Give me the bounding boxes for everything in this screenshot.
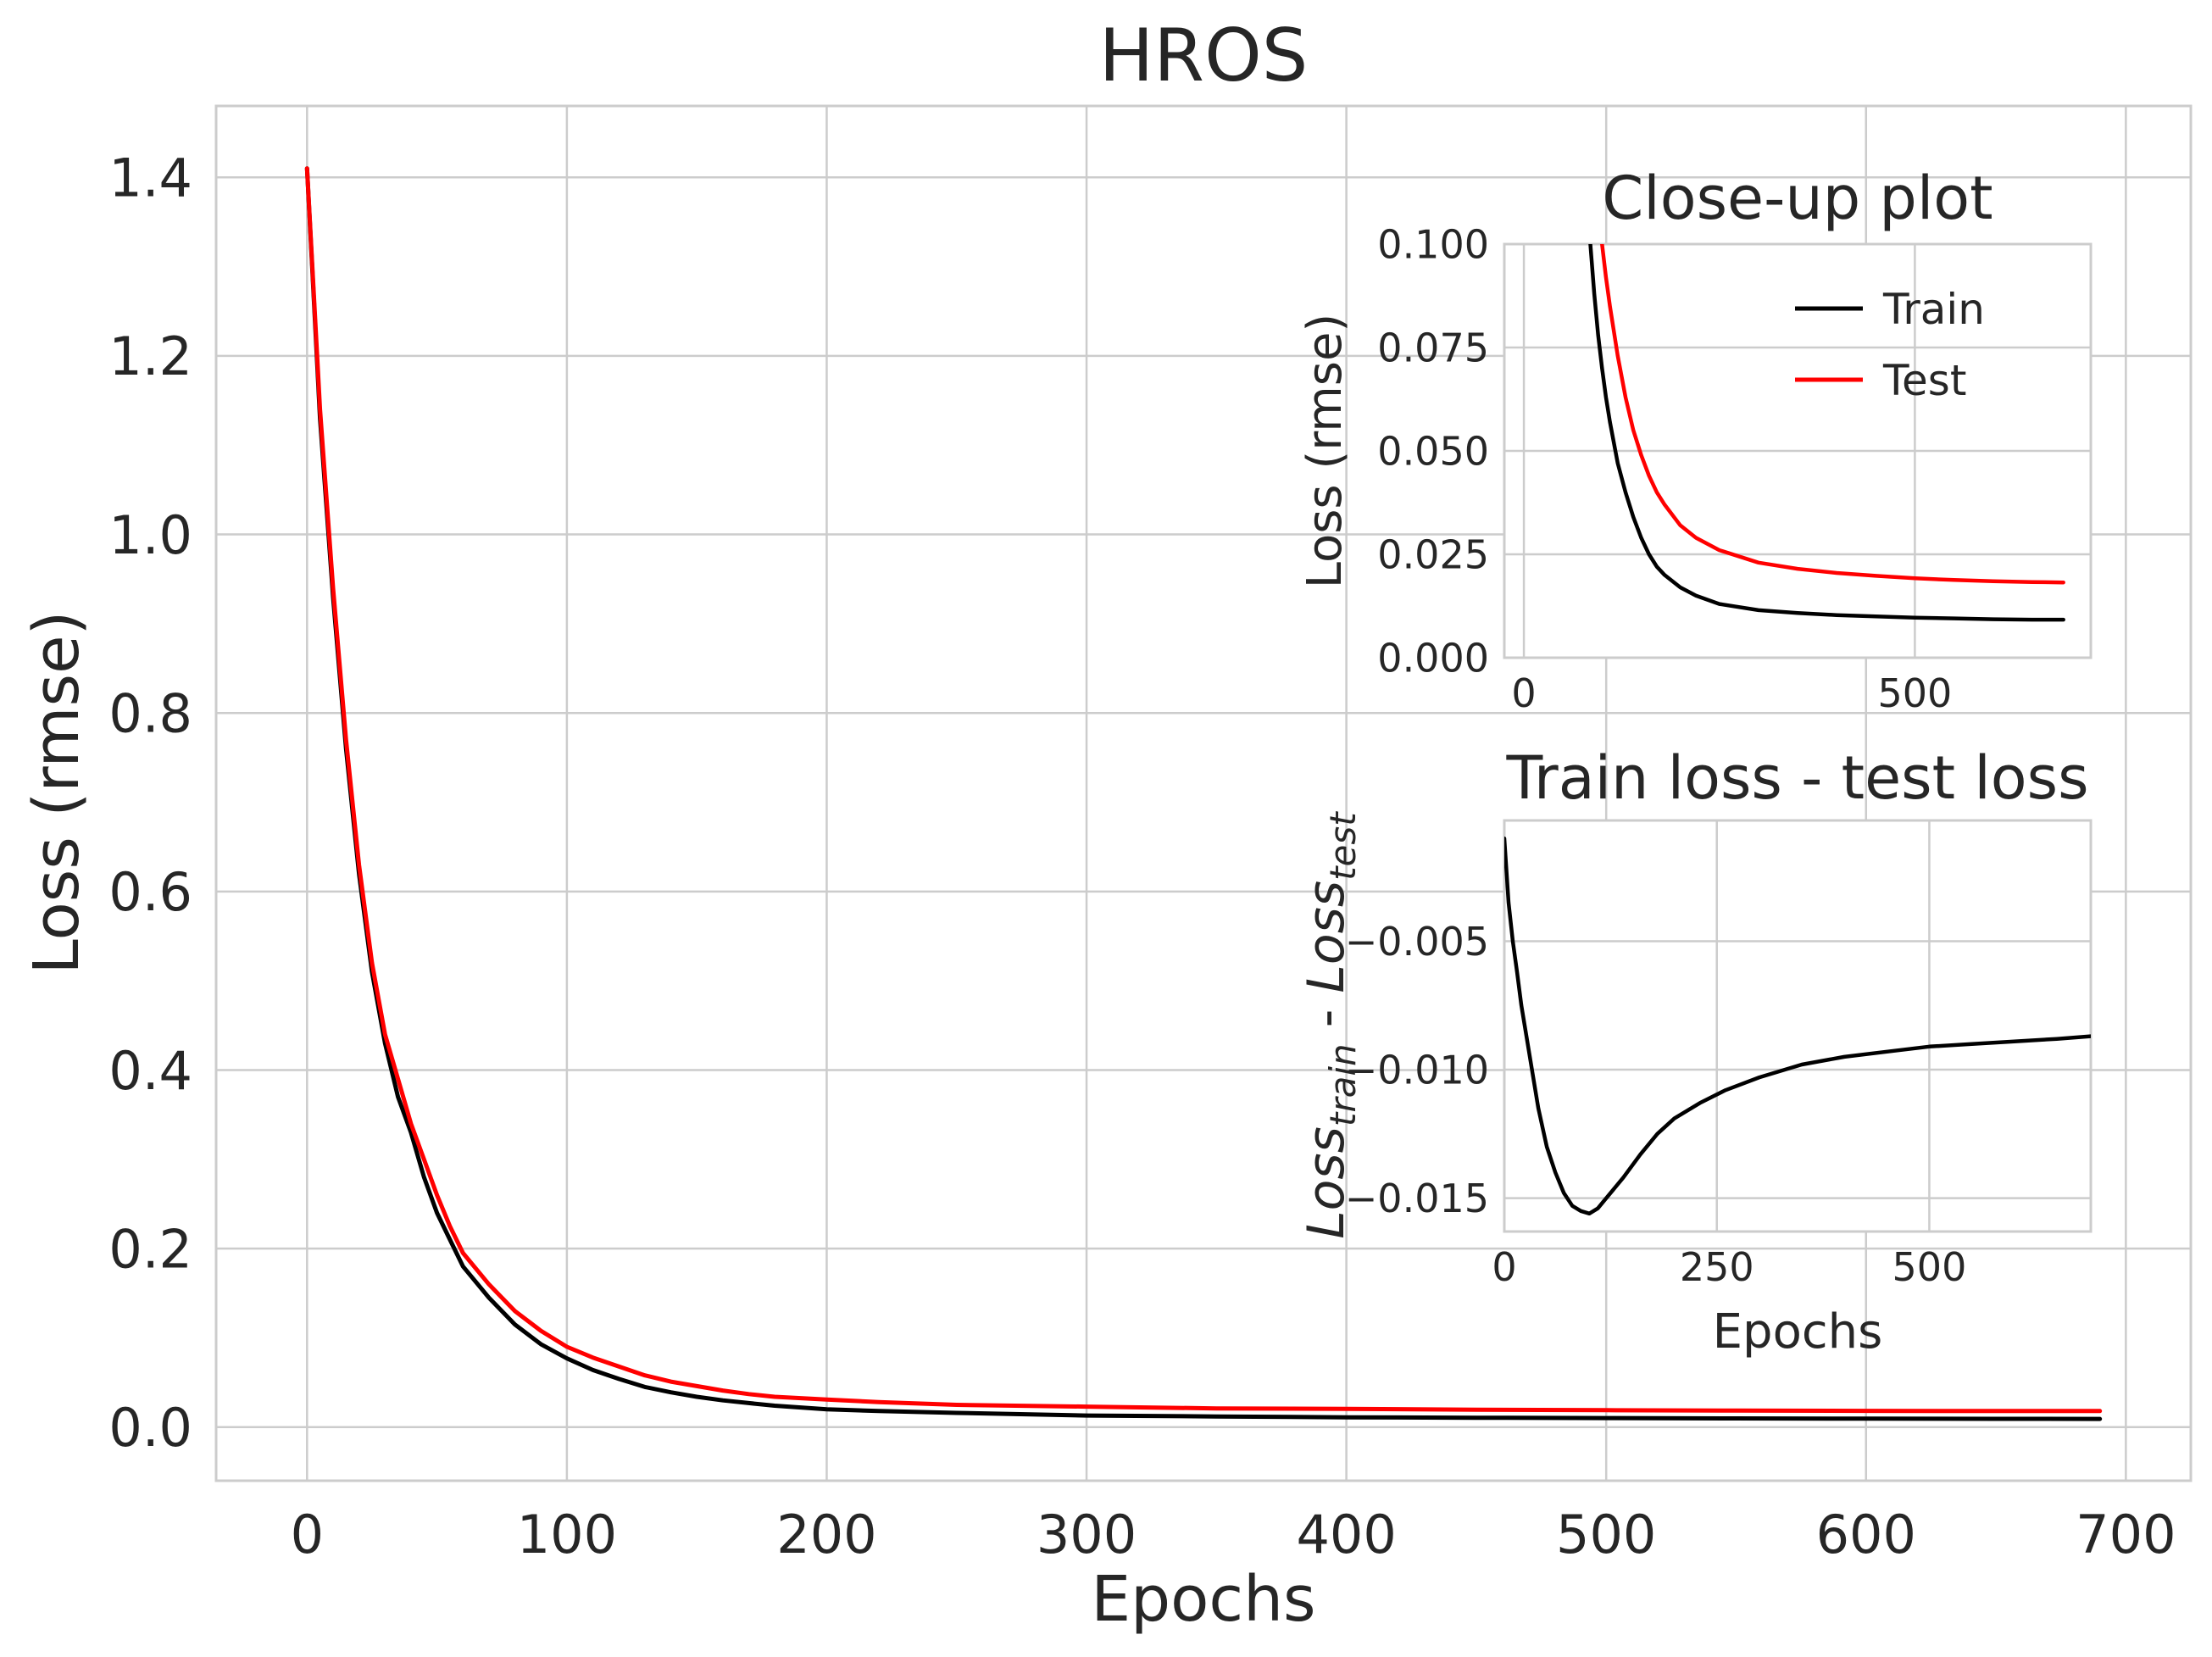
difference-x-axis-label: Epochs: [1713, 1304, 1883, 1360]
main-y-axis-label: Loss (rmse): [20, 611, 93, 975]
inset1-x-tick-label: 0: [1511, 670, 1536, 716]
inset1-x-tick-label: 500: [1877, 670, 1952, 716]
main-x-tick-label: 300: [1037, 1504, 1137, 1565]
difference-plot-frame: [1503, 819, 2093, 1233]
inset1-y-tick-label: 0.075: [1377, 325, 1489, 371]
difference-title: Train loss - test loss: [1505, 743, 2088, 813]
main-y-tick-label: 1.4: [108, 147, 192, 209]
main-x-tick-label: 600: [1816, 1504, 1916, 1565]
main-x-tick-label: 0: [291, 1504, 324, 1565]
main-y-tick-label: 1.2: [108, 325, 192, 387]
main-x-tick-label: 700: [2076, 1504, 2176, 1565]
main-title: HROS: [1099, 14, 1309, 98]
inset2-series-difference-line: [1504, 836, 2091, 1216]
inset1-y-tick-label: 0.050: [1377, 429, 1489, 475]
main-y-tick-label: 1.0: [108, 504, 192, 566]
main-x-ticks: 0 100 200 300 400 500 600 700: [291, 1504, 2176, 1565]
closeup-y-axis-label: Loss (rmse): [1298, 314, 1353, 589]
closeup-inset: 0 500 0.000 0.025 0.050 0.075 0.100 Close-up …: [1298, 164, 2093, 716]
inset2-y-tick-label: −0.010: [1345, 1048, 1489, 1093]
main-y-ticks: 0.0 0.2 0.4 0.6 0.8 1.0 1.2 1.4: [108, 147, 192, 1460]
main-y-tick-label: 0.4: [108, 1040, 192, 1102]
y-label-train-sub: train: [1322, 1043, 1364, 1126]
inset1-y-tick-label: 0.100: [1377, 222, 1489, 268]
legend-test-label: Test: [1882, 356, 1966, 405]
inset1-y-tick-label: 0.025: [1377, 532, 1489, 578]
main-y-tick-label: 0.8: [108, 683, 192, 745]
closeup-legend: Train Test: [1795, 285, 1985, 405]
inset2-y-tick-label: −0.005: [1345, 919, 1489, 965]
inset2-y-tick-label: −0.015: [1345, 1176, 1489, 1221]
difference-grid: [1503, 820, 2091, 1232]
difference-series-layer: [1504, 836, 2091, 1216]
legend-train-label: Train: [1882, 285, 1985, 334]
closeup-series-layer: [1588, 244, 2065, 622]
inset1-y-tick-label: 0.000: [1377, 636, 1489, 681]
main-x-tick-label: 100: [517, 1504, 617, 1565]
y-label-minus: -: [1297, 993, 1356, 1044]
difference-y-ticks: −0.005 −0.010 −0.015: [1345, 919, 1489, 1221]
main-series-test-line: [304, 166, 2103, 1414]
main-x-tick-label: 200: [776, 1504, 876, 1565]
inset1-series-train-line: [1588, 244, 2065, 622]
difference-x-ticks: 0 250 500: [1492, 1244, 1966, 1290]
y-label-loss-2: Loss: [1297, 881, 1356, 993]
inset1-series-test-line: [1600, 244, 2065, 585]
closeup-x-ticks: 0 500: [1511, 670, 1952, 716]
main-series-train-line: [304, 166, 2103, 1421]
y-label-loss-1: Loss: [1297, 1126, 1356, 1239]
main-x-tick-label: 500: [1556, 1504, 1656, 1565]
main-grid: [216, 106, 2191, 1481]
inset2-x-tick-label: 250: [1680, 1244, 1754, 1290]
main-y-tick-label: 0.0: [108, 1397, 192, 1459]
closeup-title: Close-up plot: [1602, 164, 1992, 233]
y-label-test-sub: test: [1322, 811, 1364, 881]
inset2-x-tick-label: 0: [1492, 1244, 1516, 1290]
main-series-layer: [304, 166, 2103, 1421]
difference-y-axis-label: Losstrain - Losstest: [1297, 811, 1364, 1239]
closeup-y-ticks: 0.000 0.025 0.050 0.075 0.100: [1377, 222, 1489, 681]
main-x-tick-label: 400: [1296, 1504, 1396, 1565]
inset2-x-tick-label: 500: [1892, 1244, 1967, 1290]
main-y-tick-label: 0.6: [108, 861, 192, 923]
main-y-tick-label: 0.2: [108, 1218, 192, 1280]
difference-inset: 0 250 500 −0.005 −0.010 −0.015 Train loss - …: [1297, 743, 2093, 1360]
main-x-axis-label: Epochs: [1091, 1563, 1315, 1636]
